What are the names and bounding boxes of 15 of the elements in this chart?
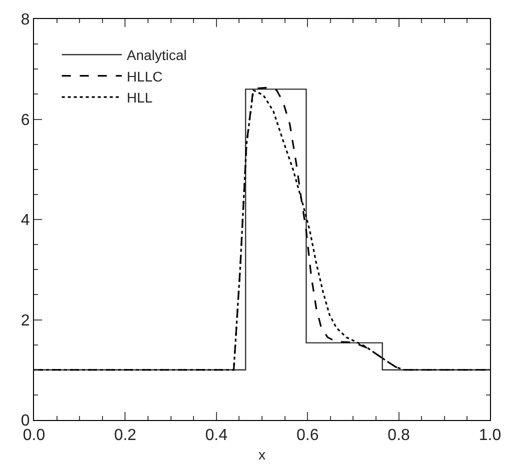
y-tick-label: 8 [20, 12, 30, 29]
y-tick-label: 4 [20, 212, 30, 230]
legend-label: HLL [126, 90, 153, 106]
y-tick-label: 2 [20, 312, 30, 330]
legend-label: HLLC [126, 68, 163, 84]
y-tick-label: 0 [20, 412, 30, 430]
x-tick-label: 0.2 [114, 427, 136, 444]
x-tick-label: 0.8 [388, 427, 410, 444]
x-tick-label: 1.0 [478, 427, 502, 444]
x-axis-title: x [258, 446, 266, 462]
x-tick-label: 0.4 [205, 427, 228, 444]
y-tick-label: 6 [20, 112, 30, 129]
x-tick-label: 0.0 [22, 427, 46, 444]
legend-label: Analytical [126, 47, 187, 64]
x-tick-label: 0.6 [296, 427, 319, 444]
